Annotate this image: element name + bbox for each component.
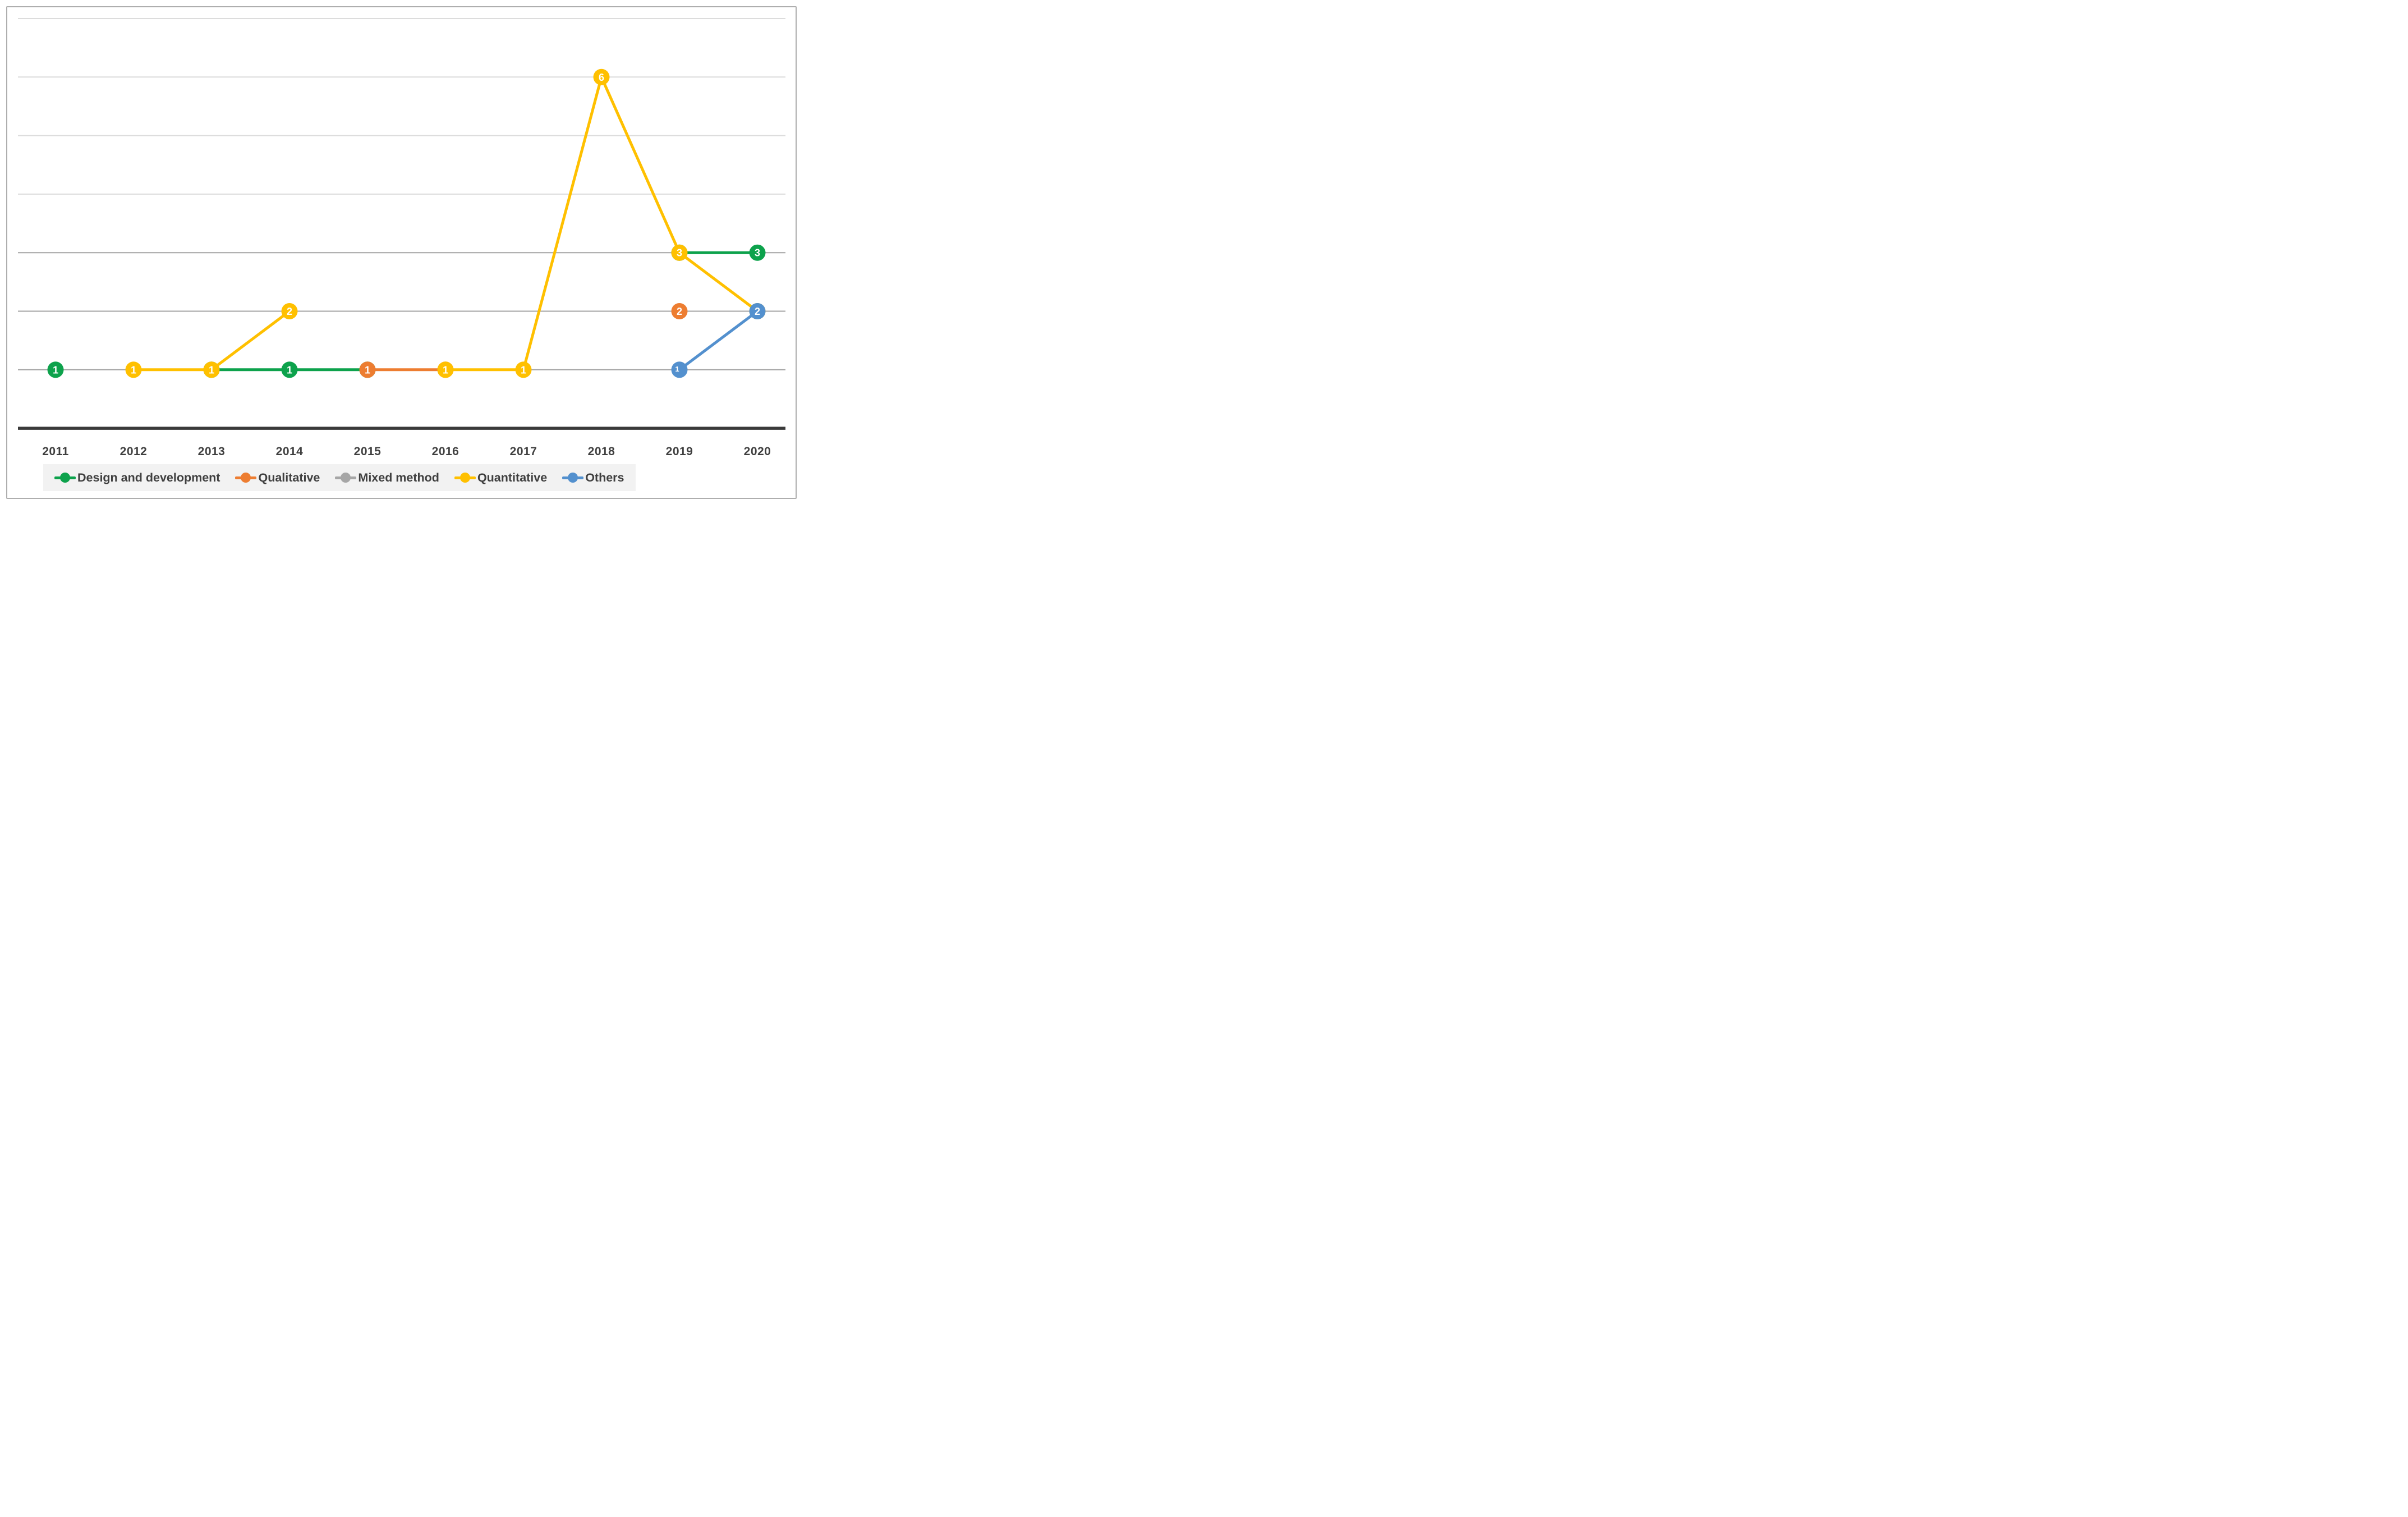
- legend-series-dot-icon: [60, 473, 70, 483]
- data-point-label: 6: [599, 72, 604, 83]
- series-line-segment: [522, 75, 603, 372]
- data-point-label: 2: [287, 306, 292, 317]
- legend-item: Others: [562, 471, 624, 485]
- legend-series-marker-icon: [54, 473, 76, 483]
- x-axis-label: 2015: [353, 445, 382, 458]
- series-line-segment: [600, 75, 681, 254]
- x-axis-label: 2012: [120, 445, 148, 458]
- data-point-label: 1: [443, 364, 448, 375]
- data-point: [671, 361, 688, 378]
- legend-label: Qualitative: [258, 470, 320, 484]
- data-point: [593, 68, 610, 85]
- data-point-label: 3: [755, 248, 760, 259]
- data-point-label: 1: [365, 364, 370, 375]
- x-axis-label: 2016: [431, 445, 459, 458]
- legend-series-dot-icon: [568, 473, 578, 483]
- x-axis-label: 2013: [197, 445, 226, 458]
- data-point-label: 1: [209, 364, 214, 375]
- data-point-label: 1: [53, 364, 58, 375]
- data-point: [671, 244, 688, 261]
- data-point: [749, 303, 766, 319]
- data-point: [671, 303, 688, 319]
- x-axis-label: 2020: [743, 445, 771, 458]
- data-point: [281, 303, 298, 319]
- legend-item: Qualitative: [235, 471, 320, 485]
- data-point-label: 2: [677, 306, 682, 317]
- data-point: [47, 361, 64, 378]
- data-point-label: 1: [131, 364, 136, 375]
- legend-label: Design and development: [77, 470, 220, 484]
- x-axis-label: 2019: [665, 445, 693, 458]
- x-axis-label: 2014: [275, 445, 304, 458]
- data-point: [281, 361, 298, 378]
- series-line-segment: [678, 310, 759, 372]
- data-point: [359, 361, 376, 378]
- x-axis-label: 2018: [587, 445, 615, 458]
- legend-series-dot-icon: [241, 473, 251, 483]
- legend-label: Others: [585, 470, 624, 484]
- data-point: [203, 361, 220, 378]
- data-point: [749, 244, 766, 261]
- legend-item: Design and development: [54, 471, 220, 485]
- data-point-label: 1: [675, 365, 679, 373]
- legend-series-marker-icon: [454, 473, 476, 483]
- chart-legend: Design and development Qualitative Mixed m…: [43, 464, 636, 491]
- series-line-segment: [210, 310, 291, 372]
- x-axis-label: 2017: [509, 445, 537, 458]
- line-chart-plot: 1111331121121163212: [18, 18, 785, 430]
- data-point: [515, 361, 532, 378]
- data-point: [437, 361, 454, 378]
- data-point-label: 2: [755, 306, 760, 317]
- legend-series-dot-icon: [341, 473, 351, 483]
- legend-series-marker-icon: [235, 473, 257, 483]
- data-point: [125, 361, 142, 378]
- data-point-label: 1: [287, 364, 292, 375]
- data-point-label: 1: [521, 364, 526, 375]
- series-line-segment: [678, 251, 759, 313]
- legend-series-marker-icon: [335, 473, 357, 483]
- legend-item: Mixed method: [335, 471, 439, 485]
- legend-item: Quantitative: [454, 471, 547, 485]
- legend-series-marker-icon: [562, 473, 584, 483]
- x-axis-label: 2011: [42, 445, 69, 458]
- legend-label: Quantitative: [477, 470, 548, 484]
- chart-figure: 1111331121121163212 20112012201320142015…: [0, 0, 803, 506]
- legend-label: Mixed method: [358, 470, 439, 484]
- legend-series-dot-icon: [459, 473, 470, 483]
- data-point-label: 3: [677, 248, 682, 259]
